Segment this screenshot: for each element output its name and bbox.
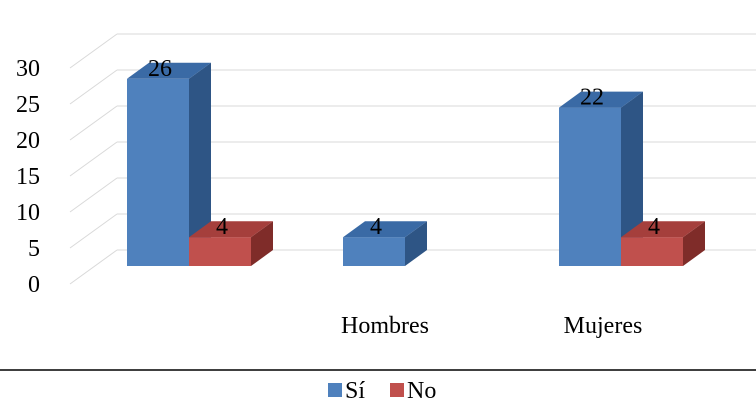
bar-no [189, 221, 273, 266]
gridline-slant [69, 69, 118, 105]
bar-si [127, 62, 211, 266]
y-axis-ticks: 0 5 10 15 20 25 30 [16, 56, 40, 298]
y-tick-label: 15 [16, 164, 40, 190]
y-tick-label: 30 [16, 56, 40, 82]
legend-label: Sí [345, 378, 365, 404]
data-labels: 26 4 4 22 4 [148, 56, 660, 240]
gridline-slant [69, 105, 118, 141]
gridline-slant [69, 213, 118, 249]
data-label: 4 [370, 214, 382, 240]
legend-label: No [407, 378, 436, 404]
bar-si [559, 91, 643, 266]
gridlines [69, 33, 756, 285]
legend-swatch [390, 383, 404, 397]
data-label: 4 [648, 214, 660, 240]
category-label: Hombres [341, 313, 429, 339]
data-label: 4 [216, 214, 228, 240]
gridline-slant [69, 33, 118, 69]
bar-no [621, 221, 705, 266]
bars [127, 62, 705, 266]
y-tick-label: 20 [16, 128, 40, 154]
legend-item: Sí [328, 378, 365, 404]
legend-item: No [390, 378, 436, 404]
legend-swatch [328, 383, 342, 397]
y-tick-label: 0 [28, 272, 40, 298]
category-labels: Hombres Mujeres [341, 313, 642, 339]
category-label: Mujeres [564, 313, 643, 339]
y-tick-label: 10 [16, 200, 40, 226]
y-tick-label: 25 [16, 92, 40, 118]
y-tick-label: 5 [28, 236, 40, 262]
legend: Sí No [328, 378, 436, 404]
bar-si [343, 221, 427, 266]
gridline-slant [69, 177, 118, 213]
gridline-slant [69, 249, 118, 285]
data-label: 22 [580, 85, 604, 111]
data-label: 26 [148, 56, 172, 82]
gridline-slant [69, 141, 118, 177]
